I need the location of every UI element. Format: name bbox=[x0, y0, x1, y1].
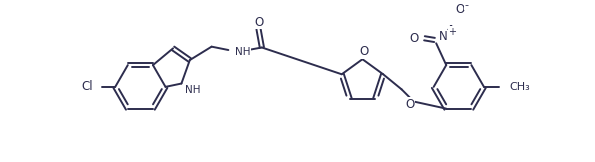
Text: NH: NH bbox=[185, 85, 201, 95]
Text: O: O bbox=[405, 98, 415, 111]
Text: O: O bbox=[455, 3, 464, 16]
Text: O: O bbox=[410, 32, 419, 45]
Text: Cl: Cl bbox=[82, 80, 93, 93]
Text: N: N bbox=[439, 30, 447, 43]
Text: CH₃: CH₃ bbox=[509, 82, 530, 92]
Text: +: + bbox=[448, 27, 456, 37]
Text: O: O bbox=[359, 45, 369, 58]
Text: NH: NH bbox=[235, 47, 250, 57]
Text: -: - bbox=[464, 0, 468, 10]
Text: O: O bbox=[254, 16, 263, 29]
